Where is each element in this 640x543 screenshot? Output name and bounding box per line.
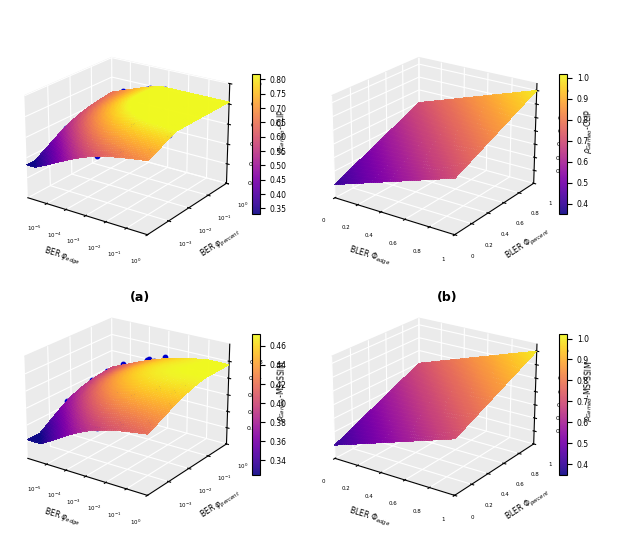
Text: (a): (a) <box>129 291 150 304</box>
X-axis label: BLER $\Phi_{edge}$: BLER $\Phi_{edge}$ <box>347 244 392 269</box>
Text: (b): (b) <box>436 291 457 304</box>
Y-axis label: BLER $\Phi_{percent}$: BLER $\Phi_{percent}$ <box>503 224 553 263</box>
Y-axis label: BER $\varphi_{percent}$: BER $\varphi_{percent}$ <box>198 486 244 522</box>
X-axis label: BER $\varphi_{edge}$: BER $\varphi_{edge}$ <box>42 244 83 268</box>
X-axis label: BLER $\Phi_{edge}$: BLER $\Phi_{edge}$ <box>347 504 392 529</box>
Y-axis label: BER $\varphi_{percent}$: BER $\varphi_{percent}$ <box>198 225 244 261</box>
X-axis label: BER $\varphi_{edge}$: BER $\varphi_{edge}$ <box>42 505 83 529</box>
Y-axis label: BLER $\Phi_{percent}$: BLER $\Phi_{percent}$ <box>503 485 553 523</box>
